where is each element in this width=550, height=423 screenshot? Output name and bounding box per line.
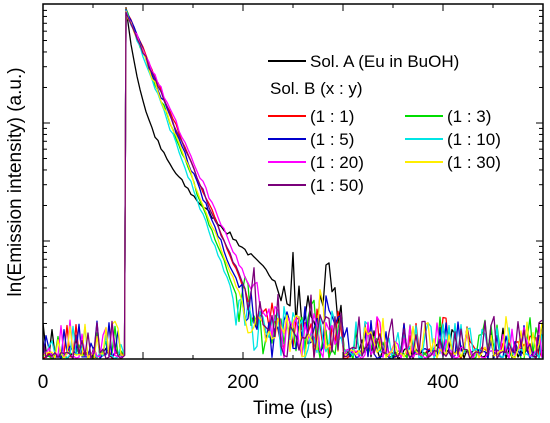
- series-line: [43, 11, 543, 359]
- legend-label: (1 : 30): [447, 153, 501, 172]
- x-axis-title: Time (µs): [253, 398, 333, 419]
- x-tick-label: 200: [227, 372, 259, 393]
- legend-label: (1 : 10): [447, 130, 501, 149]
- legend-label: (1 : 3): [447, 107, 491, 126]
- legend-label: (1 : 50): [310, 176, 364, 195]
- legend-label: (1 : 1): [310, 107, 354, 126]
- series-layer: [43, 6, 543, 359]
- legend-label: (1 : 5): [310, 130, 354, 149]
- legend-group-label: Sol. B (x : y): [270, 79, 363, 98]
- x-tick-label: 400: [427, 372, 459, 393]
- legend-label: (1 : 20): [310, 153, 364, 172]
- legend-label: Sol. A (Eu in BuOH): [310, 52, 459, 71]
- ticks-layer: 0 200 400: [38, 4, 544, 393]
- plot-frame: [42, 3, 544, 360]
- y-axis-title: ln(Emission intensity) (a.u.): [5, 67, 26, 296]
- legend: Sol. A (Eu in BuOH) Sol. B (x : y) (1 : 1)…: [268, 52, 501, 195]
- x-tick-label: 0: [38, 372, 49, 393]
